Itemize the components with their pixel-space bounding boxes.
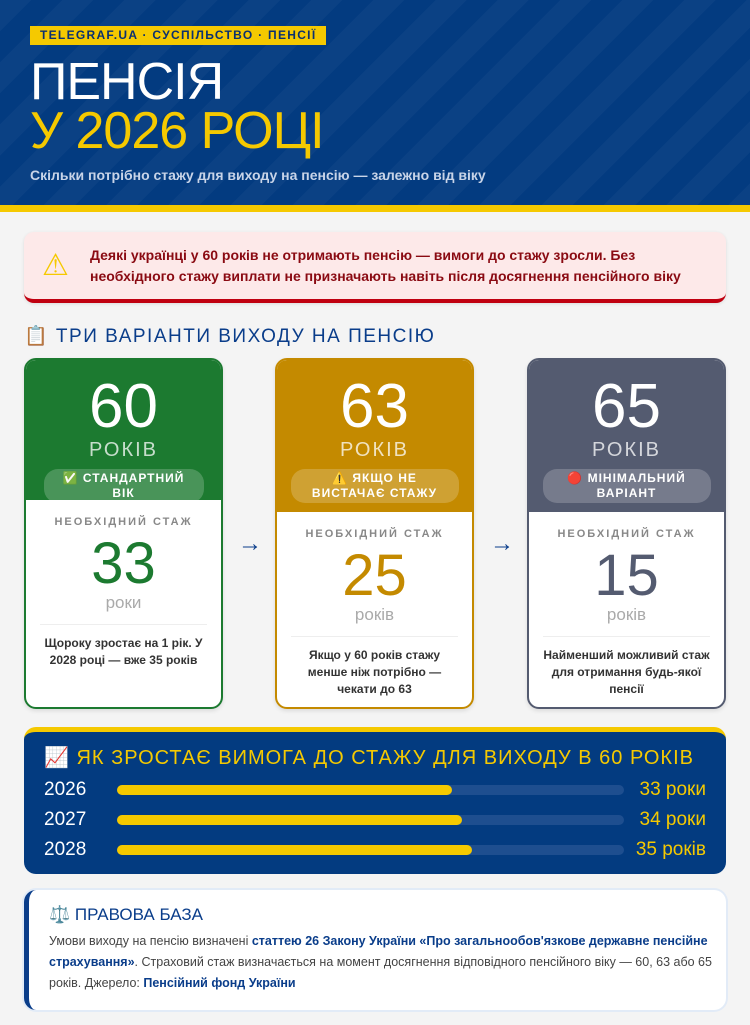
- chart-title: 📈 ЯК ЗРОСТАЄ ВИМОГА ДО СТАЖУ ДЛЯ ВИХОДУ …: [44, 747, 694, 769]
- legal-text-part: Умови виходу на пенсію визначені: [49, 934, 252, 948]
- required-unit: років: [354, 605, 395, 624]
- category-tag: TELEGRAF.UA · СУСПІЛЬСТВО · ПЕНСІЇ: [30, 26, 327, 45]
- bar-track: [117, 845, 624, 855]
- legal-text-part: . Страховий стаж визначається на момент …: [49, 955, 712, 990]
- age-value: 63: [340, 372, 409, 441]
- required-value: 15: [594, 543, 659, 608]
- required-unit: років: [606, 605, 647, 624]
- value-label: 35 років: [635, 839, 706, 860]
- year-label: 2028: [44, 839, 87, 860]
- value-label: 34 роки: [639, 809, 706, 830]
- section-title: 📋 ТРИ ВАРІАНТИ ВИХОДУ НА ПЕНСІЮ: [24, 326, 436, 347]
- year-label: 2027: [44, 809, 87, 830]
- required-unit: роки: [105, 593, 142, 612]
- age-unit: РОКІВ: [591, 439, 661, 461]
- divider: [543, 636, 710, 637]
- arrow-right-icon: →: [490, 530, 514, 557]
- card-description: Якщо у 60 років стажу менше ніж потрібно…: [307, 648, 442, 696]
- card-age-60: 60 РОКІВ ✅ СТАНДАРТНИЙ ВІК НЕОБХІДНИЙ СТ…: [24, 358, 223, 709]
- divider: [40, 624, 207, 625]
- age-unit: РОКІВ: [88, 439, 158, 461]
- age-unit: РОКІВ: [339, 439, 409, 461]
- required-label: НЕОБХІДНИЙ СТАЖ: [54, 516, 193, 528]
- card-age-63: 63 РОКІВ ⚠️ ЯКЩО НЕ ВИСТАЧАЄ СТАЖУ НЕОБХ…: [275, 358, 474, 709]
- alert-text: Деякі українці у 60 років не отримають п…: [90, 247, 681, 284]
- required-value: 33: [91, 531, 156, 596]
- required-label: НЕОБХІДНИЙ СТАЖ: [305, 528, 444, 540]
- bar-track: [117, 815, 624, 825]
- arrow-right-icon: →: [238, 530, 262, 557]
- bar-fill: [117, 845, 472, 855]
- warning-alert: ⚠ Деякі українці у 60 років не отримають…: [24, 232, 726, 303]
- value-label: 33 роки: [639, 779, 706, 800]
- required-label: НЕОБХІДНИЙ СТАЖ: [557, 528, 696, 540]
- required-value: 25: [342, 543, 407, 608]
- header-divider: [0, 205, 750, 212]
- card-badge: 🔴 МІНІМАЛЬНИЙ ВАРІАНТ: [542, 469, 711, 503]
- age-value: 65: [592, 372, 661, 441]
- bar-fill: [117, 815, 462, 825]
- card-header: 63 РОКІВ ⚠️ ЯКЩО НЕ ВИСТАЧАЄ СТАЖУ: [277, 360, 472, 512]
- card-age-65: 65 РОКІВ 🔴 МІНІМАЛЬНИЙ ВАРІАНТ НЕОБХІДНИ…: [527, 358, 726, 709]
- chart-row: 2026 33 роки: [44, 779, 706, 801]
- divider: [291, 636, 458, 637]
- source-link[interactable]: Пенсійний фонд України: [143, 976, 296, 990]
- legal-title: ⚖️ ПРАВОВА БАЗА: [49, 905, 204, 924]
- subtitle: Скільки потрібно стажу для виходу на пен…: [30, 167, 486, 183]
- legal-text: Умови виходу на пенсію визначені статтею…: [49, 931, 714, 994]
- title-line-1: ПЕНСІЯ: [30, 53, 224, 111]
- card-header: 60 РОКІВ ✅ СТАНДАРТНИЙ ВІК: [26, 360, 221, 503]
- card-description: Щороку зростає на 1 рік. У 2028 році — в…: [44, 636, 203, 667]
- warning-icon: ⚠: [42, 249, 69, 282]
- law-link[interactable]: статтею 26 Закону України «Про загальноо…: [49, 934, 708, 969]
- card-badge: ✅ СТАНДАРТНИЙ ВІК: [43, 469, 204, 503]
- age-value: 60: [89, 372, 158, 441]
- card-description: Найменший можливий стаж для отримання бу…: [543, 648, 710, 696]
- card-header: 65 РОКІВ 🔴 МІНІМАЛЬНИЙ ВАРІАНТ: [529, 360, 724, 512]
- experience-chart: 📈 ЯК ЗРОСТАЄ ВИМОГА ДО СТАЖУ ДЛЯ ВИХОДУ …: [24, 727, 726, 874]
- title-line-2: У 2026 РОЦІ: [30, 102, 325, 160]
- chart-row: 2028 35 років: [44, 839, 706, 861]
- legal-basis: ⚖️ ПРАВОВА БАЗА Умови виходу на пенсію в…: [24, 890, 726, 1010]
- year-label: 2026: [44, 779, 87, 800]
- bar-fill: [117, 785, 452, 795]
- chart-row: 2027 34 роки: [44, 809, 706, 831]
- card-badge: ⚠️ ЯКЩО НЕ ВИСТАЧАЄ СТАЖУ: [290, 469, 459, 503]
- bar-track: [117, 785, 624, 795]
